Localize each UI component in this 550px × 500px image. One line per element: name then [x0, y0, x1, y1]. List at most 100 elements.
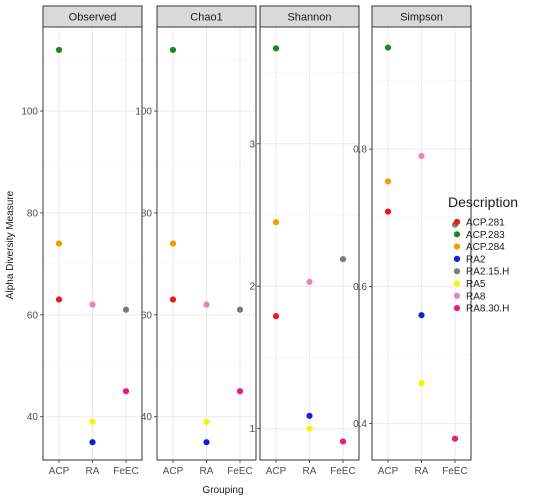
x-tick-label: FeEC [113, 466, 139, 477]
y-tick-label: 100 [21, 107, 38, 118]
x-tick-label: RA [303, 466, 317, 477]
facet-strip [42, 5, 143, 28]
legend-label: RA8.30.H [466, 304, 509, 315]
x-axis-title: Grouping [202, 485, 243, 496]
data-point-ra2-15-h [339, 256, 347, 263]
data-point-ra2 [418, 312, 425, 319]
panel-simpson: Simpson 0.4 0.6 0.8 ACP RA FeEC [353, 5, 472, 477]
data-point-acp-284 [169, 240, 177, 247]
legend-key [453, 255, 461, 262]
data-point-acp-281 [384, 208, 392, 215]
facet-strip-label: Chao1 [190, 12, 222, 24]
facet-strip-label: Observed [69, 12, 117, 24]
legend-label: ACP.284 [466, 242, 505, 253]
y-tick-label: 40 [141, 412, 153, 423]
legend-item-ra8: RA8 [453, 291, 486, 302]
legend-label: RA5 [466, 279, 486, 290]
x-tick-label: RA [415, 466, 429, 477]
data-point-ra8 [418, 152, 425, 160]
facet-strip-label: Shannon [287, 12, 331, 24]
panel-shannon: Shannon 1 2 3 ACP RA FeEC [249, 5, 360, 477]
data-point-acp-281 [169, 296, 177, 303]
data-point-ra8 [203, 301, 210, 308]
facet-strip [371, 5, 472, 28]
legend-item-acp-281: ACP.281 [453, 218, 505, 229]
y-tick-label: 0.4 [353, 419, 367, 430]
y-tick-label: 80 [27, 208, 39, 219]
data-point-acp-284 [384, 178, 392, 185]
y-tick-label: 80 [141, 208, 153, 219]
data-point-ra2 [203, 439, 210, 446]
y-axis-title: Alpha Diversity Measure [5, 190, 16, 299]
x-tick-label: FeEC [227, 466, 253, 477]
y-tick-label: 0.8 [353, 145, 367, 156]
x-tick-label: FeEC [442, 466, 468, 477]
data-point-ra5 [306, 425, 313, 432]
x-tick-label: ACP [266, 466, 287, 477]
legend-key [453, 280, 461, 287]
data-point-acp-283 [272, 45, 280, 52]
x-tick-label: ACP [378, 466, 399, 477]
data-point-acp-283 [55, 46, 63, 54]
x-tick-label: ACP [163, 466, 184, 477]
x-tick-label: ACP [49, 466, 70, 477]
legend-title: Description [448, 194, 518, 210]
legend-label: ACP.283 [466, 230, 505, 241]
legend-label: ACP.281 [466, 218, 505, 229]
data-point-acp-281 [55, 296, 63, 303]
legend-item-acp-284: ACP.284 [453, 242, 505, 253]
panels-group: Observed 40 60 80 100 ACP RA FeEC Chao1 40 60 80 100… [21, 5, 472, 477]
y-tick-label: 1 [249, 424, 255, 435]
legend-key [453, 292, 461, 299]
data-point-acp-284 [55, 240, 63, 247]
facet-strip [156, 5, 257, 28]
data-point-ra2-15-h [236, 306, 244, 313]
data-point-ra8 [306, 278, 313, 286]
y-tick-label: 0.6 [353, 282, 367, 293]
data-point-ra2-15-h [122, 306, 130, 313]
y-tick-label: 3 [249, 139, 255, 150]
legend-key [453, 243, 461, 250]
data-point-ra8-30-h [339, 438, 347, 445]
legend-key [453, 231, 461, 238]
data-point-acp-281 [272, 313, 280, 320]
legend-label: RA8 [466, 291, 486, 302]
panel-chao1: Chao1 40 60 80 100 ACP RA FeEC [135, 5, 257, 477]
legend-item-ra2-15-h: RA2.15.H [453, 267, 509, 278]
legend-key [453, 218, 461, 226]
legend-label: RA2.15.H [466, 267, 509, 278]
data-point-acp-283 [169, 46, 177, 54]
legend-item-ra2: RA2 [453, 254, 486, 265]
data-point-acp-284 [272, 219, 280, 226]
data-point-ra8-30-h [122, 388, 130, 395]
data-point-ra2 [306, 412, 313, 419]
legend-item-acp-283: ACP.283 [453, 230, 505, 241]
data-point-ra2 [89, 439, 96, 446]
x-tick-label: RA [86, 466, 100, 477]
legend-label: RA2 [466, 254, 486, 265]
facet-strip [259, 5, 360, 28]
data-point-ra5 [203, 418, 210, 425]
data-point-ra8-30-h [451, 435, 459, 442]
legend-item-ra8-30-h: RA8.30.H [453, 304, 509, 315]
x-tick-label: RA [200, 466, 214, 477]
y-tick-label: 60 [27, 310, 39, 321]
data-point-ra8-30-h [236, 388, 244, 395]
data-point-acp-283 [384, 44, 392, 51]
panel-observed: Observed 40 60 80 100 ACP RA FeEC [21, 5, 143, 477]
legend-key [453, 268, 461, 275]
y-tick-label: 100 [135, 107, 152, 118]
data-point-ra5 [418, 380, 425, 387]
legend-item-ra5: RA5 [453, 279, 486, 290]
y-tick-label: 60 [141, 310, 153, 321]
legend-key [453, 305, 461, 312]
data-point-ra8 [89, 301, 96, 308]
y-tick-label: 2 [249, 282, 255, 293]
facet-strip-label: Simpson [400, 12, 443, 24]
y-tick-label: 40 [27, 412, 39, 423]
x-tick-label: FeEC [330, 466, 356, 477]
data-point-ra5 [89, 418, 96, 425]
